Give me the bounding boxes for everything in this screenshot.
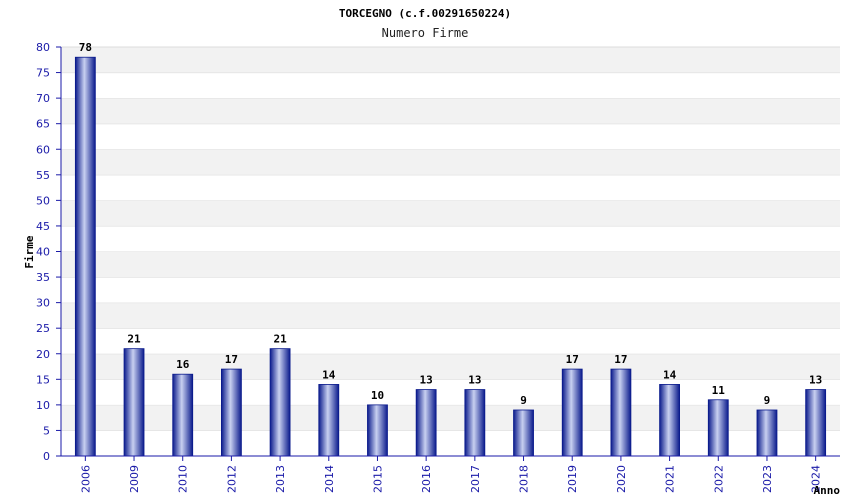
y-tick-label: 60	[36, 143, 50, 156]
bar-2019	[562, 369, 582, 456]
y-tick-label: 10	[36, 399, 50, 412]
x-tick-label-2020: 2020	[615, 465, 628, 493]
grid-band	[61, 200, 840, 226]
y-tick-label: 25	[36, 322, 50, 335]
y-tick-label: 55	[36, 169, 50, 182]
grid-band	[61, 328, 840, 354]
x-tick-label-2009: 2009	[128, 465, 141, 493]
data-label-2022: 11	[712, 384, 726, 397]
grid-band	[61, 303, 840, 329]
y-tick-label: 15	[36, 373, 50, 386]
y-tick-label: 80	[36, 41, 50, 54]
x-tick-label-2010: 2010	[177, 465, 190, 493]
data-label-2014: 14	[322, 368, 336, 381]
y-tick-label: 70	[36, 92, 50, 105]
grid-band	[61, 252, 840, 278]
y-tick-label: 30	[36, 297, 50, 310]
x-tick-label-2006: 2006	[79, 465, 92, 493]
grid-band	[61, 124, 840, 150]
bar-2024	[806, 390, 826, 456]
x-tick-label-2017: 2017	[469, 465, 482, 493]
bar-2013	[270, 349, 290, 456]
x-tick-label-2014: 2014	[323, 465, 336, 493]
y-tick-label: 20	[36, 348, 50, 361]
y-tick-label: 50	[36, 194, 50, 207]
x-tick-label-2021: 2021	[664, 465, 677, 493]
data-label-2010: 16	[176, 358, 190, 371]
x-tick-label-2012: 2012	[225, 465, 238, 493]
y-tick-label: 5	[43, 424, 50, 437]
data-label-2013: 21	[273, 333, 287, 346]
grid-band	[61, 73, 840, 99]
data-label-2020: 17	[614, 353, 627, 366]
y-tick-label: 65	[36, 118, 50, 131]
grid-band	[61, 175, 840, 201]
bar-2018	[514, 410, 534, 456]
bar-2020	[611, 369, 631, 456]
x-tick-label-2023: 2023	[761, 465, 774, 493]
grid-band	[61, 98, 840, 124]
x-tick-label-2022: 2022	[712, 465, 725, 493]
x-tick-label-2015: 2015	[371, 465, 384, 493]
y-tick-label: 75	[36, 67, 50, 80]
bar-2009	[124, 349, 144, 456]
bar-2016	[416, 390, 436, 456]
data-label-2019: 17	[566, 353, 579, 366]
bar-2012	[221, 369, 241, 456]
bar-2015	[367, 405, 387, 456]
chart-title: TORCEGNO (c.f.00291650224)	[339, 7, 511, 20]
x-tick-label-2019: 2019	[566, 465, 579, 493]
bar-2010	[173, 374, 193, 456]
grid-band	[61, 277, 840, 303]
data-label-2021: 14	[663, 368, 677, 381]
data-label-2009: 21	[127, 333, 141, 346]
data-label-2015: 10	[371, 389, 384, 402]
data-label-2006: 78	[79, 41, 92, 54]
data-label-2024: 13	[809, 374, 822, 387]
data-label-2016: 13	[420, 374, 433, 387]
y-tick-label: 45	[36, 220, 50, 233]
bar-2023	[757, 410, 777, 456]
x-tick-label-2018: 2018	[518, 465, 531, 493]
y-tick-label: 35	[36, 271, 50, 284]
grid-band	[61, 149, 840, 175]
bar-2006	[75, 57, 95, 456]
x-axis-ticks: 2006 2009 2010 2012 2013 2014 2015 2016 2017 2018…	[79, 456, 822, 493]
data-label-2017: 13	[468, 374, 481, 387]
x-tick-label-2013: 2013	[274, 465, 287, 493]
bar-2022	[708, 400, 728, 456]
y-axis-label: Firme	[23, 235, 36, 268]
bar-2017	[465, 390, 485, 456]
data-label-2018: 9	[520, 394, 527, 407]
grid-band	[61, 47, 840, 73]
bar-2014	[319, 384, 339, 456]
x-axis-label: Anno	[814, 484, 841, 497]
y-axis-ticks: 0 5 10 15 20 25 30 35 40 45 50 55 60 65 70 75 80	[36, 41, 61, 463]
y-tick-label: 0	[43, 450, 50, 463]
data-label-2012: 17	[225, 353, 238, 366]
grid-band	[61, 226, 840, 252]
data-label-2023: 9	[764, 394, 771, 407]
y-tick-label: 40	[36, 246, 50, 259]
chart-subtitle: Numero Firme	[382, 26, 469, 40]
x-tick-label-2016: 2016	[420, 465, 433, 493]
bar-2021	[660, 384, 680, 456]
